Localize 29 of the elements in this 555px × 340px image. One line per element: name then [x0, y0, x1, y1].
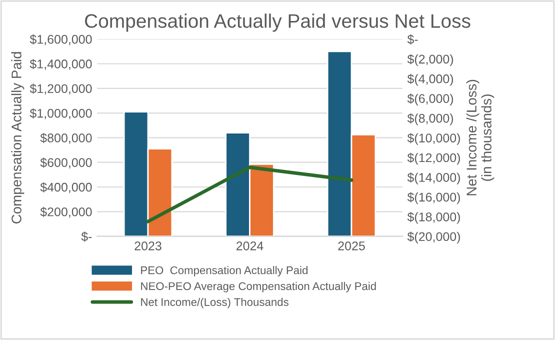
legend-label: Net Income/(Loss) Thousands: [141, 298, 288, 308]
y2-tick-label: $(4,000): [407, 74, 454, 86]
y2-tick-label: $(2,000): [407, 54, 454, 66]
y-tick-label: $1,600,000: [30, 34, 92, 46]
y2-tick-label: $(20,000): [407, 232, 460, 244]
y2-tick-label: $(6,000): [407, 94, 454, 106]
y2-tick-label: $(18,000): [407, 212, 460, 224]
y-tick-label: $600,000: [40, 158, 92, 168]
x-tick-label: 2024: [236, 241, 264, 250]
legend-label: PEO Compensation Actually Paid: [141, 266, 308, 276]
y2-tick-label: $(8,000): [407, 113, 454, 126]
y2-tick-label: $(16,000): [407, 192, 460, 204]
y-tick-label: $800,000: [40, 132, 92, 144]
y2-tick-label: $(10,000): [407, 133, 460, 145]
y-tick-label: $1,200,000: [30, 84, 92, 95]
y-tick-label: $1,400,000: [30, 59, 92, 70]
chart-title: Compensation Actually Paid versus Net Loss: [85, 14, 470, 32]
y-tick-label: $-: [81, 232, 92, 242]
x-tick-label: 2025: [338, 241, 365, 250]
y2-axis-title: Net Income /(Loss) (in thousands): [466, 80, 494, 196]
y2-tick-label: $(12,000): [407, 152, 460, 165]
y-tick-label: $200,000: [40, 206, 92, 218]
x-tick-label: 2023: [134, 241, 162, 250]
y-tick-label: $400,000: [40, 182, 92, 194]
legend-label: NEO-PEO Average Compensation Actually Paid: [141, 282, 376, 292]
y2-tick-label: $-: [407, 34, 418, 44]
y-axis-title: Compensation Actually Paid: [11, 52, 24, 224]
y-tick-label: $1,000,000: [30, 108, 92, 120]
y2-tick-label: $(14,000): [407, 172, 460, 184]
